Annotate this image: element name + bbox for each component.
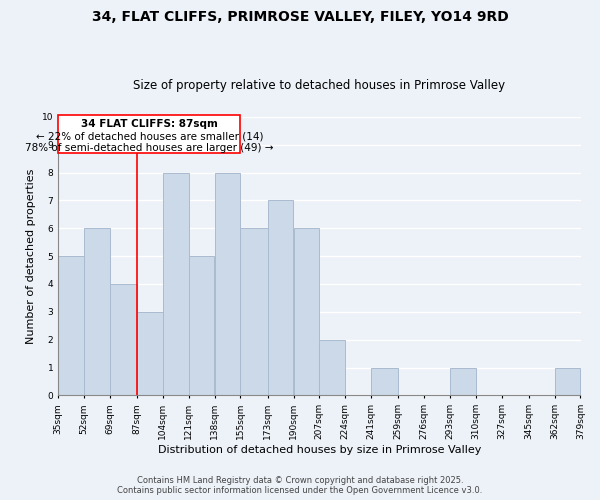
Bar [189,256,214,396]
Text: 34, FLAT CLIFFS, PRIMROSE VALLEY, FILEY, YO14 9RD: 34, FLAT CLIFFS, PRIMROSE VALLEY, FILEY,… [92,10,508,24]
Y-axis label: Number of detached properties: Number of detached properties [26,168,36,344]
Text: ← 22% of detached houses are smaller (14): ← 22% of detached houses are smaller (14… [35,132,263,141]
Bar [215,172,240,396]
Bar [450,368,476,396]
Bar [241,228,268,396]
Bar [319,340,345,396]
Bar [110,284,137,396]
FancyBboxPatch shape [58,116,241,153]
Bar [84,228,110,396]
Text: Contains HM Land Registry data © Crown copyright and database right 2025.
Contai: Contains HM Land Registry data © Crown c… [118,476,482,495]
Bar [163,172,188,396]
Bar [293,228,319,396]
Text: 34 FLAT CLIFFS: 87sqm: 34 FLAT CLIFFS: 87sqm [81,118,218,128]
Bar [555,368,580,396]
Bar [371,368,398,396]
X-axis label: Distribution of detached houses by size in Primrose Valley: Distribution of detached houses by size … [158,445,481,455]
Title: Size of property relative to detached houses in Primrose Valley: Size of property relative to detached ho… [133,79,505,92]
Bar [268,200,293,396]
Bar [137,312,163,396]
Bar [58,256,84,396]
Text: 78% of semi-detached houses are larger (49) →: 78% of semi-detached houses are larger (… [25,143,274,153]
